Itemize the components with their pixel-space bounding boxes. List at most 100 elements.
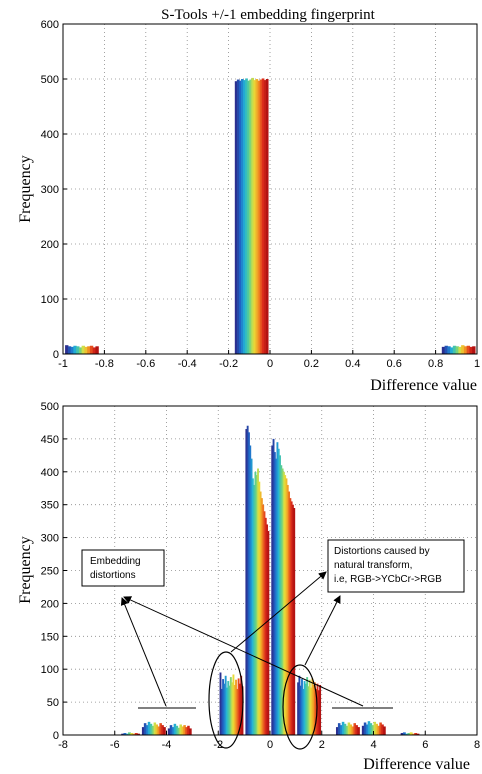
- chart-bottom-ytick-label: 250: [41, 566, 59, 578]
- chart-bottom-bar: [289, 498, 292, 735]
- chart-bottom-bar: [416, 733, 420, 735]
- chart-bottom-xlabel: Difference value: [363, 756, 470, 773]
- chart-top-bar: [261, 78, 265, 354]
- chart-bottom-bar: [260, 498, 263, 735]
- chart-bottom-bar: [169, 725, 173, 735]
- chart-bottom-bar: [258, 481, 261, 735]
- chart-bottom-bar: [249, 445, 252, 735]
- chart-top-bar: [236, 79, 240, 355]
- chart-top-xtick-label: -0.6: [136, 358, 155, 370]
- chart-bottom-bar: [377, 725, 380, 735]
- chart-top-bar: [247, 80, 250, 355]
- arrow-left-2: [123, 596, 364, 707]
- chart-top-bar: [238, 80, 242, 355]
- annotation-left-line-1: Embedding: [90, 556, 141, 567]
- chart-top-bar: [73, 345, 77, 354]
- chart-top-xtick-label: 1: [474, 358, 480, 370]
- chart-bottom-bar: [280, 465, 283, 735]
- chart-bottom-bar: [317, 690, 320, 735]
- chart-bottom-ytick-label: 350: [41, 500, 59, 512]
- chart-top-bar: [441, 346, 446, 354]
- chart-top-grid: [63, 24, 477, 354]
- chart-bottom-bar: [383, 726, 386, 735]
- chart-top-ytick-label: 600: [41, 19, 59, 31]
- chart-top-bar: [466, 345, 471, 354]
- chart-top-xtick-label: -0.2: [219, 358, 238, 370]
- chart-bottom-bar: [177, 727, 181, 735]
- chart-bottom-bar: [161, 725, 164, 735]
- chart-bottom-xtick-label: -6: [110, 739, 120, 751]
- chart-bottom-bar: [286, 484, 289, 735]
- chart-bottom-bar: [307, 686, 310, 735]
- chart-bottom-xtick-label: -8: [58, 739, 68, 751]
- chart-top-bar: [450, 347, 454, 354]
- chart-bottom-ytick-label: 500: [41, 401, 59, 413]
- chart-top-ytick-label: 300: [41, 184, 59, 196]
- chart-bottom-bar: [311, 678, 314, 735]
- chart-top-bar: [78, 347, 83, 354]
- chart-top-bar: [92, 347, 97, 354]
- chart-bottom-bar: [411, 733, 415, 735]
- chart-top-ytick-label: 500: [41, 74, 59, 86]
- chart-bottom-xtick-label: -4: [162, 739, 172, 751]
- chart-bottom-bar: [275, 458, 278, 735]
- chart-top-bar: [251, 77, 255, 355]
- chart-bottom-bar: [297, 682, 300, 735]
- chart-bottom-bar: [134, 733, 138, 735]
- chart-bottom-bar: [151, 725, 155, 735]
- chart-top-xtick-label: 0.8: [428, 358, 443, 370]
- chart-bottom-bar: [254, 471, 257, 735]
- chart-bottom-bar: [145, 725, 149, 735]
- chart-bottom-bar: [347, 722, 351, 735]
- chart-bottom-bar: [313, 682, 316, 735]
- chart-bottom-bar: [123, 733, 127, 735]
- chart-bottom-bar: [227, 681, 230, 735]
- chart-bottom-bar: [414, 733, 418, 735]
- chart-bottom-bar: [339, 725, 343, 735]
- chart-bottom-bar: [121, 733, 125, 735]
- chart-bottom-bar: [363, 722, 367, 735]
- chart-bottom-bar: [310, 687, 312, 735]
- chart-bottom-bar: [304, 683, 307, 735]
- chart-bottom-bar: [341, 721, 345, 735]
- chart-bottom-bar: [285, 478, 288, 735]
- chart-bottom-bar: [232, 674, 235, 735]
- chart-bottom-bar: [357, 727, 360, 735]
- chart-bottom-grid: [63, 406, 477, 735]
- chart-top-xtick-label: 0.6: [387, 358, 402, 370]
- chart-bottom-bar: [223, 683, 226, 735]
- chart-bottom-bar: [351, 726, 355, 735]
- chart-bottom-bar: [235, 679, 237, 735]
- annotation-box-left: [81, 549, 165, 587]
- chart-bottom-bar: [337, 723, 341, 735]
- chart-bottom-bar: [277, 448, 280, 735]
- chart-bottom-bar: [355, 725, 358, 735]
- chart-bottom-bar: [137, 733, 140, 735]
- chart-top-bar: [458, 346, 462, 354]
- chart-top-bar: [65, 345, 69, 354]
- chart-bottom-bar: [409, 732, 413, 735]
- chart-bottom-bar: [141, 727, 145, 735]
- chart-bottom-xtick-label: 0: [267, 739, 273, 751]
- chart-top-bar: [444, 345, 448, 354]
- chart-top-bar: [472, 346, 476, 354]
- chart-bottom-bar: [229, 677, 232, 735]
- chart-top-xtick-label: -0.4: [178, 358, 197, 370]
- chart-bottom-bar: [171, 727, 175, 735]
- chart-bottom-bar: [130, 733, 134, 735]
- chart-top-ticks: -1 -0.8 -0.6 -0.4 -0.2 0 0.2 0.4 0.6 0.8 1 0 100 200 3…: [41, 19, 480, 370]
- chart-top-xtick-label: 0.4: [345, 358, 360, 370]
- chart-top-bar: [84, 346, 88, 354]
- annotation-right-line-2: natural transform,: [334, 560, 412, 571]
- chart-top-ytick-label: 200: [41, 239, 59, 251]
- chart-bottom-bar: [312, 684, 315, 735]
- chart-bottom-bar: [224, 675, 227, 735]
- chart-top-bar: [259, 79, 263, 355]
- chart-top-xtick-label: 0: [267, 358, 273, 370]
- chart-bottom-bar: [402, 732, 406, 735]
- chart-bottom-bar: [308, 679, 311, 735]
- chart-bottom-ylabel: Frequency: [17, 536, 34, 604]
- chart-bottom-bar: [181, 726, 184, 735]
- chart-bottom-bar: [253, 484, 256, 735]
- chart-top-bar: [245, 78, 248, 354]
